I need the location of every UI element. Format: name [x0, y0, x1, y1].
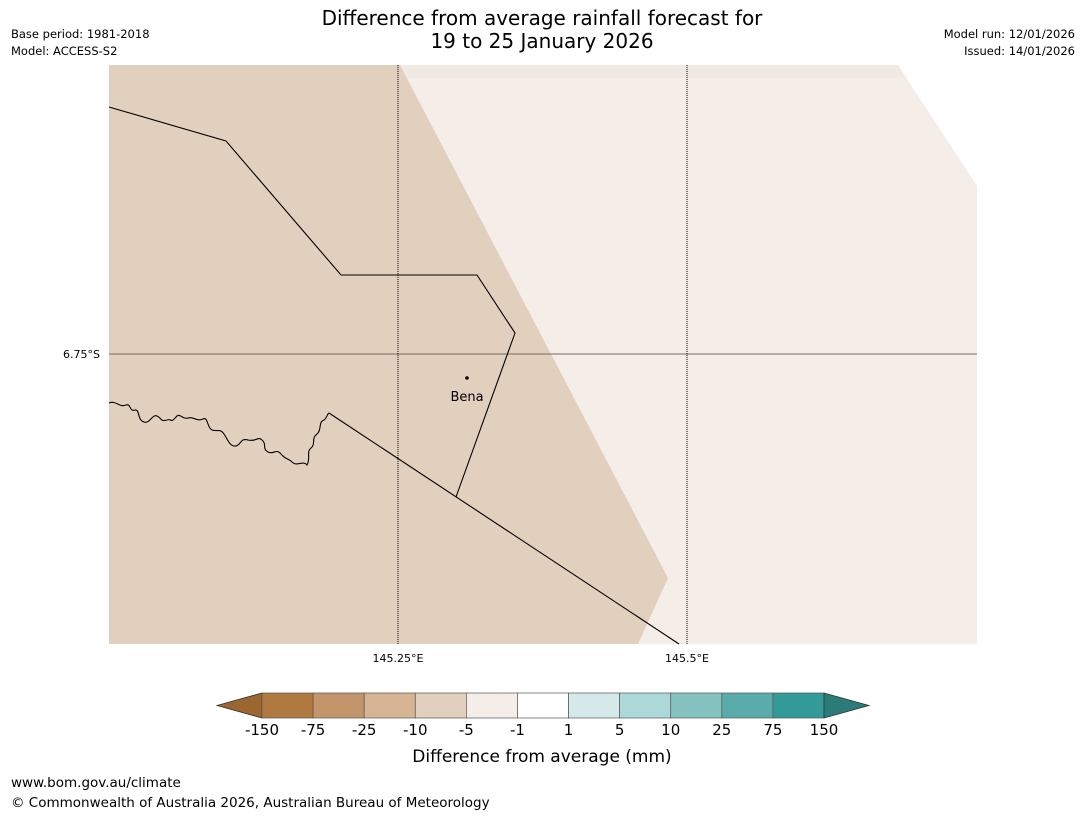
- footer-copyright: © Commonwealth of Australia 2026, Austra…: [11, 795, 490, 811]
- legend-swatch: [670, 692, 723, 719]
- town-marker: [465, 376, 469, 380]
- legend-tick-labels: -150 -75 -25 -10 -5 -1 1 5 10 25 75 150: [245, 721, 838, 739]
- legend-swatch: [619, 692, 672, 719]
- legend-tick-label: -150: [245, 721, 279, 739]
- issued-date: Issued: 14/01/2026: [964, 44, 1075, 58]
- legend-extend-low: [215, 692, 263, 719]
- map-title: Difference from average rainfall forecas…: [242, 7, 842, 53]
- legend-swatch: [312, 692, 365, 719]
- legend-tick-label: -75: [301, 721, 326, 739]
- legend-title: Difference from average (mm): [412, 747, 671, 767]
- legend-extend-high: [823, 692, 871, 719]
- legend-tick-label: 1: [564, 721, 574, 739]
- legend-swatch: [568, 692, 620, 719]
- legend-tick-label: 150: [810, 721, 839, 739]
- base-period: Base period: 1981-2018: [11, 27, 150, 41]
- map-blank-corner: [898, 65, 977, 186]
- legend-tick-label: 5: [615, 721, 625, 739]
- legend-tick-label: -10: [403, 721, 428, 739]
- legend-tick-label: -1: [510, 721, 525, 739]
- legend-swatch: [261, 692, 314, 719]
- legend-tick-label: 75: [763, 721, 782, 739]
- province-boundary-north: [108, 106, 516, 498]
- longitude-label-145-5: 145.5°E: [665, 652, 709, 665]
- province-boundary-south: [328, 412, 680, 645]
- legend-swatch: [772, 692, 825, 719]
- legend-swatch: [466, 692, 518, 719]
- legend-swatch: [363, 692, 416, 719]
- map-top-strip: [400, 65, 906, 78]
- longitude-label-145-25: 145.25°E: [373, 652, 424, 665]
- legend-swatch: [414, 692, 467, 719]
- town-label: Bena: [450, 390, 483, 405]
- model-info: Base period: 1981-2018 Model: ACCESS-S2: [11, 26, 150, 60]
- legend-colorbar: [215, 692, 871, 719]
- legend-swatch: [721, 692, 774, 719]
- model-run-date: Model run: 12/01/2026: [943, 27, 1075, 41]
- title-line-2: 19 to 25 January 2026: [430, 29, 654, 53]
- legend-swatch: [517, 692, 569, 719]
- legend-tick-label: 10: [661, 721, 680, 739]
- model-name: Model: ACCESS-S2: [11, 44, 118, 58]
- run-info: Model run: 12/01/2026 Issued: 14/01/2026: [944, 26, 1075, 60]
- province-boundary-river: [108, 401, 330, 466]
- legend-tick-label: 25: [712, 721, 731, 739]
- legend-tick-label: -5: [459, 721, 474, 739]
- footer-url: www.bom.gov.au/climate: [11, 775, 181, 791]
- legend-tick-label: -25: [352, 721, 377, 739]
- title-line-1: Difference from average rainfall forecas…: [321, 6, 763, 30]
- latitude-label: 6.75°S: [63, 348, 100, 361]
